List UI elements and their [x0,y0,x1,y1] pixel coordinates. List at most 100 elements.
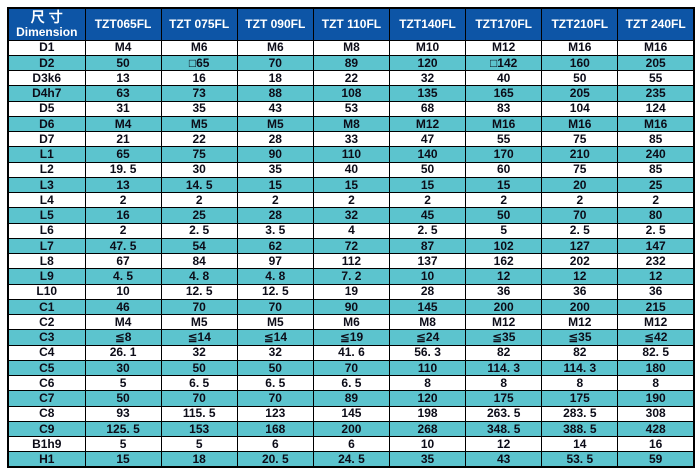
value-cell: M16 [541,39,619,56]
value-cell: 240 [617,146,695,163]
row-label: D7 [7,130,86,148]
value-cell: 6. 5 [312,374,391,392]
value-cell: 82 [465,344,543,361]
value-cell: 4 [312,222,391,239]
value-cell: 114. 3 [465,359,543,377]
value-cell: 10 [388,435,467,453]
value-cell: M8 [388,313,467,331]
value-cell: 2. 5 [160,222,238,239]
value-cell: 70 [160,390,238,407]
dimension-header-cell: 尺寸 Dimension [7,7,86,41]
value-cell: 165 [465,85,543,102]
value-cell: 198 [388,405,467,422]
value-cell: 84 [160,252,238,270]
value-cell: 56. 3 [388,344,467,361]
value-cell: 19 [312,283,391,300]
value-cell: 20. 5 [236,451,314,468]
value-cell: 6. 5 [160,374,238,392]
value-cell: 70 [541,207,619,224]
value-cell: 28 [236,130,314,148]
table-row: L2 19. 5 30 35 40 50 60 75 85 [7,161,695,178]
value-cell: M10 [388,39,467,56]
value-cell: M6 [160,39,238,56]
row-label: C6 [7,374,86,392]
value-cell: 63 [84,85,162,102]
value-cell: 263. 5 [465,405,543,422]
value-cell: 235 [617,85,695,102]
value-cell: 50 [84,390,162,407]
value-cell: 28 [236,207,314,224]
value-cell: 108 [312,85,391,102]
table-body: D1 M4 M6 M6 M8 M10 M12 M16 M16 D2 50 □65 70 89 120 □142… [7,39,695,468]
value-cell: 36 [465,283,543,300]
value-cell: 15 [84,451,162,468]
dimension-table: 尺寸 Dimension TZT065FL TZT 075FL TZT 090FL T… [7,7,695,468]
value-cell: 13 [84,69,162,87]
value-cell: 88 [236,85,314,102]
table-row: D5 31 35 43 53 68 83 104 124 [7,100,695,117]
value-cell: 67 [84,252,162,270]
table-row: H1 15 18 20. 5 24. 5 35 43 53. 5 59 [7,451,695,468]
value-cell: 43 [236,100,314,117]
value-cell: 2 [541,191,619,209]
table-row: L3 13 14. 5 15 15 15 15 20 25 [7,176,695,194]
row-label: C3 [7,329,86,346]
row-label: C9 [7,420,86,438]
value-cell: 102 [465,237,543,255]
table-row: D4h7 63 73 88 108 135 165 205 235 [7,85,695,102]
row-label: D5 [7,100,86,117]
value-cell: 168 [236,420,314,438]
value-cell: 83 [465,100,543,117]
value-cell: 75 [541,161,619,178]
value-cell: 73 [160,85,238,102]
value-cell: 12 [465,268,543,285]
value-cell: 25 [160,207,238,224]
value-cell: 40 [312,161,391,178]
value-cell: 145 [312,405,391,422]
table-row: C7 50 70 70 89 120 175 175 190 [7,390,695,407]
header-row: 尺寸 Dimension TZT065FL TZT 075FL TZT 090FL T… [7,7,695,41]
value-cell: 348. 5 [465,420,543,438]
value-cell: 124 [617,100,695,117]
table-row: D6 M4 M5 M5 M8 M12 M16 M16 M16 [7,115,695,133]
value-cell: 10 [388,268,467,285]
value-cell: M6 [312,313,391,331]
value-cell: 160 [541,54,619,72]
table-row: C4 26. 1 32 32 41. 6 56. 3 82 82 82. 5 [7,344,695,361]
table-header: 尺寸 Dimension TZT065FL TZT 075FL TZT 090FL T… [7,7,695,41]
value-cell: M5 [236,313,314,331]
value-cell: ≦8 [84,329,162,346]
column-header: TZT065FL [84,7,162,41]
value-cell: 18 [236,69,314,87]
value-cell: 62 [236,237,314,255]
value-cell: 14 [541,435,619,453]
column-header: TZT 240FL [617,7,695,41]
value-cell: 10 [84,283,162,300]
value-cell: M16 [617,115,695,133]
value-cell: 70 [236,54,314,72]
row-label: L9 [7,268,86,285]
value-cell: 135 [388,85,467,102]
table-row: L10 10 12. 5 12. 5 19 28 36 36 36 [7,283,695,300]
value-cell: 19. 5 [84,161,162,178]
value-cell: 8 [617,374,695,392]
value-cell: ≦14 [160,329,238,346]
value-cell: 55 [465,130,543,148]
value-cell: M5 [160,115,238,133]
row-label: D2 [7,54,86,72]
row-label: D1 [7,39,86,56]
value-cell: 33 [312,130,391,148]
value-cell: ≦14 [236,329,314,346]
row-label: C5 [7,359,86,377]
column-header: TZT 090FL [236,7,314,41]
value-cell: 200 [541,298,619,316]
value-cell: 36 [617,283,695,300]
value-cell: 30 [160,161,238,178]
value-cell: 32 [388,69,467,87]
value-cell: 5 [160,435,238,453]
value-cell: 162 [465,252,543,270]
row-label: D6 [7,115,86,133]
value-cell: M5 [236,115,314,133]
value-cell: M4 [84,39,162,56]
